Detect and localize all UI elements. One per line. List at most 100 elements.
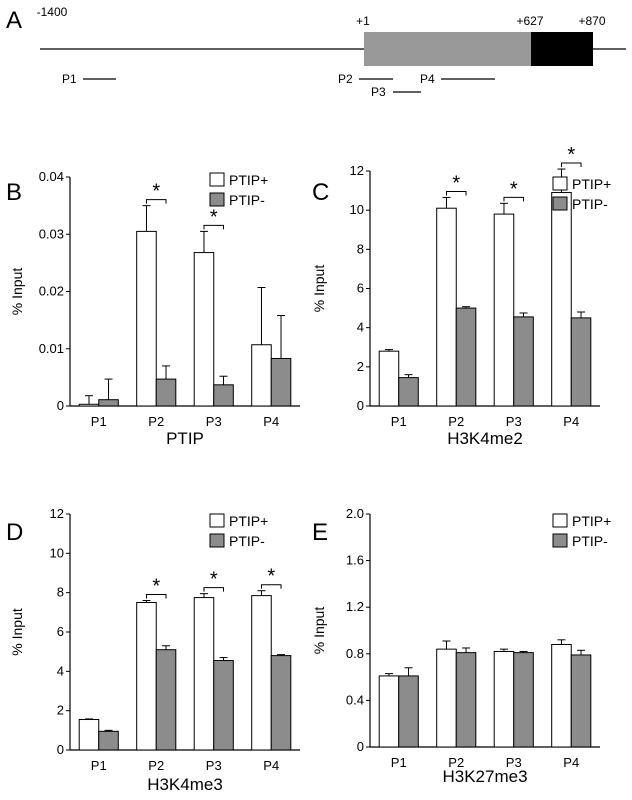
bar-ptip-plus-p2 — [136, 602, 157, 751]
x-tick-label-p2: P2 — [448, 414, 464, 429]
gene-region-gray — [364, 32, 531, 66]
x-tick-label-p2: P2 — [148, 758, 164, 773]
significance-bracket-p3 — [203, 224, 225, 230]
significance-bracket-p2 — [145, 199, 167, 204]
significance-bracket-p4 — [260, 584, 282, 589]
y-tick-label: 0 — [357, 398, 364, 413]
bar-ptip-plus-p4 — [551, 192, 572, 407]
y-tick-label: 0.04 — [39, 169, 64, 184]
significance-star-p4: * — [567, 144, 575, 166]
panel-letter-e: E — [312, 519, 328, 546]
bar-ptip-minus-p2 — [155, 649, 177, 751]
significance-star-p3: * — [210, 569, 218, 591]
y-tick-label: 0 — [357, 739, 364, 754]
legend-label-ptip-minus: PTIP- — [572, 196, 608, 212]
y-axis-label: % Input — [9, 268, 25, 316]
bar-ptip-plus-p4 — [251, 344, 272, 407]
tick-plus627: +627 — [516, 14, 543, 28]
bar-ptip-plus-p1 — [78, 719, 100, 751]
bar-ptip-plus-p2 — [436, 207, 457, 407]
panel-e: E 0 0.4 0.8 1.2 1.6 2.0 % Input P1 P2 P3 P4 PTIP+ PTI… — [311, 506, 611, 786]
bar-ptip-minus-p3 — [213, 384, 234, 407]
probe-label-p2: P2 — [338, 72, 353, 86]
bar-ptip-plus-p2 — [136, 230, 157, 407]
y-tick-label: 0.03 — [39, 226, 64, 241]
significance-star-p2: * — [152, 576, 160, 598]
y-tick-label: 8 — [357, 241, 364, 256]
bar-ptip-minus-p4 — [570, 654, 592, 748]
legend-swatch-ptip-plus — [552, 513, 568, 528]
y-tick-label: 2 — [57, 703, 64, 718]
significance-star-p3: * — [210, 206, 218, 228]
panel-c: C 0 2 4 6 8 10 12 % Input P1 P2 P3 P4 * * * PTIP+ PTIP- H3… — [311, 144, 611, 448]
bar-ptip-plus-p4 — [251, 595, 272, 751]
legend-label-ptip-plus: PTIP+ — [572, 513, 611, 529]
legend-swatch-ptip-minus — [209, 533, 225, 548]
x-tick-label-p3: P3 — [506, 755, 522, 770]
x-tick-label-p2: P2 — [448, 755, 464, 770]
bar-ptip-minus-p3 — [513, 652, 534, 748]
x-tick-label-p1: P1 — [391, 414, 407, 429]
significance-star-p2: * — [452, 172, 460, 194]
bar-ptip-plus-p4 — [551, 643, 572, 748]
significance-star-p2: * — [152, 181, 160, 203]
significance-bracket-p4 — [560, 162, 582, 168]
bar-ptip-minus-p2 — [155, 378, 177, 407]
legend-swatch-ptip-minus — [209, 192, 225, 207]
chart-title: H3K27me3 — [442, 767, 527, 786]
tick-plus1: +1 — [356, 14, 370, 28]
x-tick-label-p1: P1 — [91, 758, 107, 773]
panel-letter-c: C — [312, 179, 329, 206]
y-tick-label: 0 — [57, 398, 64, 413]
bar-ptip-plus-p3 — [493, 213, 515, 407]
y-tick-label: 0 — [57, 742, 64, 757]
x-tick-label-p2: P2 — [148, 414, 164, 429]
legend-swatch-ptip-plus — [552, 176, 568, 191]
significance-bracket-p3 — [203, 587, 225, 592]
chart-panels: B 0 0.01 0.02 0.03 0.04 % Input P1 P2 P3 P4 * * PTIP+… — [6, 144, 611, 794]
chart-title: PTIP — [166, 429, 204, 448]
y-tick-label: 4 — [57, 663, 64, 678]
bar-ptip-minus-p1 — [98, 399, 119, 407]
x-tick-label-p3: P3 — [206, 758, 222, 773]
bar-ptip-minus-p1 — [98, 730, 119, 751]
x-tick-label-p4: P4 — [563, 755, 579, 770]
y-tick-label: 2.0 — [346, 506, 364, 521]
x-tick-label-p1: P1 — [391, 755, 407, 770]
significance-bracket-p2 — [445, 190, 467, 196]
x-tick-label-p4: P4 — [263, 758, 279, 773]
x-tick-label-p3: P3 — [506, 414, 522, 429]
y-axis-label: % Input — [311, 607, 327, 655]
bar-ptip-plus-p3 — [193, 252, 215, 407]
x-tick-label-p1: P1 — [91, 414, 107, 429]
y-tick-label: 1.2 — [346, 599, 364, 614]
probe-label-p1: P1 — [62, 72, 77, 86]
y-tick-label: 4 — [357, 320, 364, 335]
gene-region-black — [531, 32, 593, 66]
y-tick-label: 1.6 — [346, 553, 364, 568]
y-tick-label: 12 — [50, 506, 64, 521]
bar-ptip-plus-p3 — [193, 597, 215, 751]
probe-label-p4: P4 — [420, 72, 435, 86]
significance-star-p3: * — [510, 178, 518, 200]
y-tick-label: 6 — [57, 624, 64, 639]
probe-label-p3: P3 — [371, 85, 386, 99]
x-tick-label-p3: P3 — [206, 414, 222, 429]
legend-swatch-ptip-minus — [552, 196, 568, 211]
y-tick-label: 2 — [357, 359, 364, 374]
bar-ptip-minus-p3 — [213, 660, 234, 751]
panel-letter-b: B — [6, 179, 22, 206]
bar-ptip-plus-p1 — [378, 350, 400, 407]
bar-ptip-plus-p2 — [436, 648, 457, 748]
y-tick-label: 8 — [57, 585, 64, 600]
bar-ptip-minus-p4 — [270, 655, 292, 751]
panel-a: A -1400 +1 +627 +870 P1 P2 P3 P4 — [6, 5, 626, 99]
y-tick-label: 10 — [350, 202, 364, 217]
y-tick-label: 0.8 — [346, 646, 364, 661]
y-axis-label: % Input — [9, 608, 25, 656]
legend-swatch-ptip-plus — [209, 513, 225, 528]
legend-label-ptip-minus: PTIP- — [229, 533, 265, 549]
panel-a-letter: A — [6, 7, 22, 34]
